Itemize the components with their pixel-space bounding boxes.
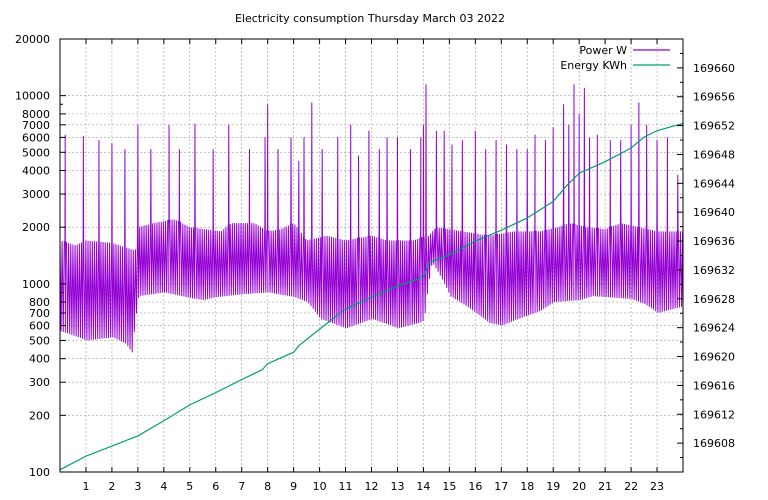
y-left-tick-label: 100 [29,466,50,479]
x-tick-label: 4 [160,480,167,493]
x-tick-label: 12 [365,480,379,493]
y-right-tick-label: 169616 [693,379,735,392]
x-tick-label: 23 [650,480,664,493]
y-left-tick-label: 4000 [22,165,50,178]
legend-label: Energy KWh [560,59,627,72]
y-right-tick-label: 169640 [693,206,735,219]
x-tick-label: 19 [546,480,560,493]
y-left-tick-label: 8000 [22,108,50,121]
x-tick-label: 6 [212,480,219,493]
x-tick-label: 9 [290,480,297,493]
x-tick-label: 8 [264,480,271,493]
x-tick-label: 13 [390,480,404,493]
x-tick-label: 3 [134,480,141,493]
y-left-tick-label: 1000 [22,278,50,291]
x-tick-label: 20 [572,480,586,493]
power-line [59,84,684,353]
y-left-tick-label: 10000 [15,90,50,103]
x-tick-label: 5 [186,480,193,493]
x-tick-label: 22 [624,480,638,493]
y-left-tick-label: 7000 [22,119,50,132]
y-right-tick-label: 169624 [693,322,735,335]
y-right-tick-label: 169608 [693,437,735,450]
legend: Power W Energy KWh [560,44,670,72]
x-tick-label: 2 [108,480,115,493]
x-tick-label: 18 [520,480,534,493]
y-left-tick-label: 600 [29,320,50,333]
y-right-tick-label: 169644 [693,177,735,190]
y-left-tick-label: 400 [29,353,50,366]
y-right-tick-label: 169628 [693,293,735,306]
y-left-tick-label: 200 [29,409,50,422]
y-right-tick-label: 169612 [693,408,735,421]
axes: 1 2 3 4 5 6 7 8 9 10 11 12 13 14 15 16 17 18 19 20 21 22 23100… [15,33,735,493]
x-tick-label: 11 [339,480,353,493]
y-left-tick-label: 500 [29,334,50,347]
y-right-tick-label: 169660 [693,62,735,75]
chart-title: Electricity consumption Thursday March 0… [235,12,505,25]
y-left-tick-label: 5000 [22,146,50,159]
power-series [59,84,684,353]
y-right-tick-label: 169632 [693,264,735,277]
x-tick-label: 7 [238,480,245,493]
y-left-tick-label: 700 [29,307,50,320]
y-left-tick-label: 2000 [22,221,50,234]
y-right-tick-label: 169620 [693,351,735,364]
x-tick-label: 1 [82,480,89,493]
energy-series [59,122,684,471]
x-tick-label: 14 [416,480,430,493]
x-tick-label: 21 [598,480,612,493]
y-left-tick-label: 3000 [22,188,50,201]
plot-border [59,38,684,473]
y-right-tick-label: 169636 [693,235,735,248]
y-left-tick-label: 6000 [22,131,50,144]
x-tick-label: 17 [494,480,508,493]
x-tick-label: 15 [442,480,456,493]
y-right-tick-label: 169648 [693,148,735,161]
y-right-tick-label: 169656 [693,91,735,104]
y-left-tick-label: 800 [29,296,50,309]
y-right-tick-label: 169652 [693,120,735,133]
energy-line [59,122,684,471]
x-tick-label: 16 [468,480,482,493]
legend-label: Power W [579,44,627,57]
y-left-tick-label: 300 [29,376,50,389]
y-left-tick-label: 20000 [15,33,50,46]
x-tick-label: 10 [313,480,327,493]
